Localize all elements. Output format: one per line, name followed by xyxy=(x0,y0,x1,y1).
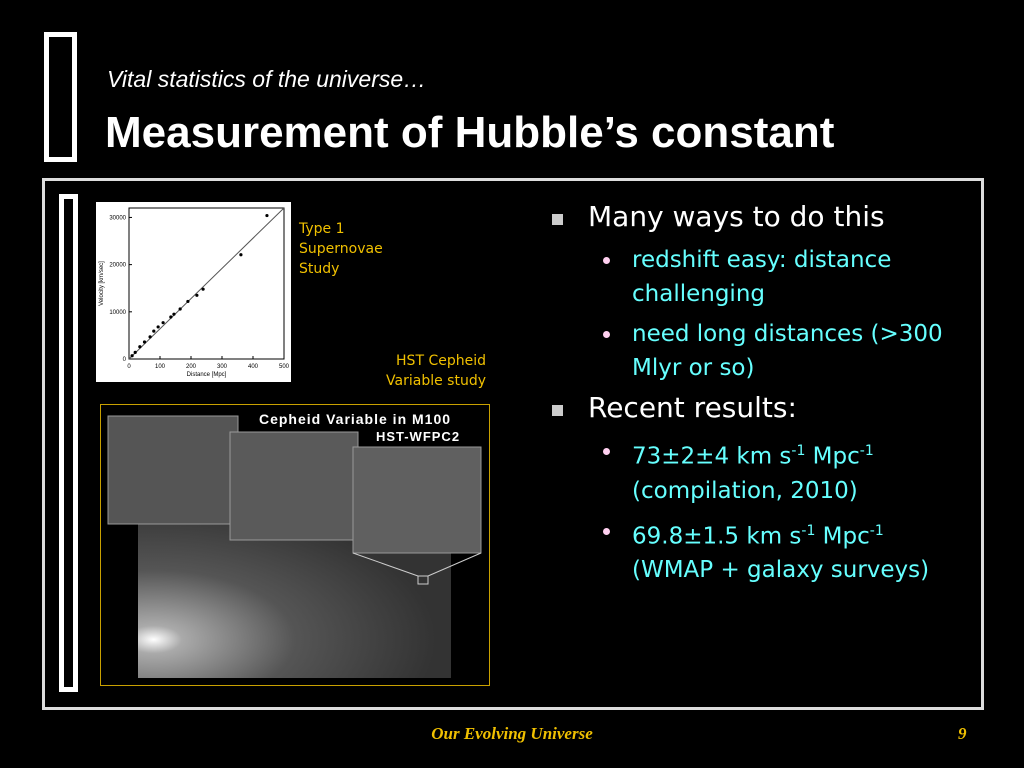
x-tick-label: 100 xyxy=(155,364,166,370)
text-segment: 73±2±4 km s xyxy=(632,443,792,470)
data-point xyxy=(142,340,147,344)
data-point xyxy=(201,287,205,291)
y-tick-label: 30000 xyxy=(109,215,126,221)
page-number: 9 xyxy=(958,724,967,743)
image-subtitle: HST-WFPC2 xyxy=(376,429,460,444)
text-segment: (compilation, 2010) xyxy=(632,477,858,504)
image-caption: HST Cepheid Variable study xyxy=(340,351,486,391)
bullet: Many ways to do this xyxy=(548,200,968,233)
sub-bullet: 69.8±1.5 km s-1 Mpc-1 (WMAP + galaxy sur… xyxy=(548,514,968,588)
bullet: Recent results: xyxy=(548,391,968,424)
cepheid-image: Cepheid Variable in M100 HST-WFPC2 xyxy=(100,404,490,686)
data-point xyxy=(156,325,160,329)
x-tick-label: 200 xyxy=(186,364,197,370)
bracket-icon xyxy=(44,32,77,162)
text-segment: 69.8±1.5 km s xyxy=(632,523,802,550)
field-image xyxy=(107,415,239,525)
data-point xyxy=(152,329,156,333)
data-point xyxy=(239,253,243,257)
caption-line: Variable study xyxy=(386,373,486,389)
subtitle: Vital statistics of the universe… xyxy=(107,66,427,92)
text-segment: (WMAP + galaxy surveys) xyxy=(632,557,930,584)
y-tick-label: 0 xyxy=(123,357,127,363)
field-image xyxy=(229,431,359,541)
y-axis-label: Velocity [km/sec] xyxy=(99,261,105,306)
plot-frame xyxy=(128,207,285,360)
hubble-plot: 0 100 200 300 400 500 0 10000 20000 30000 Distance… xyxy=(96,202,291,382)
bracket-icon xyxy=(59,194,78,692)
zoom-box xyxy=(417,575,429,585)
content-frame xyxy=(42,178,984,710)
data-point xyxy=(138,345,142,349)
data-point xyxy=(133,350,137,354)
caption-line: Supernovae xyxy=(299,241,383,257)
text-segment: redshift easy: distance challenging xyxy=(632,247,892,307)
data-point xyxy=(186,299,190,304)
data-point xyxy=(161,321,165,325)
field-image xyxy=(352,446,482,554)
sub-bullet: redshift easy: distance challenging xyxy=(548,243,968,311)
sub-bullet: 73±2±4 km s-1 Mpc-1 (compilation, 2010) xyxy=(548,434,968,508)
zoom-line xyxy=(352,552,419,577)
data-point xyxy=(265,213,269,218)
data-point xyxy=(130,354,134,358)
superscript: -1 xyxy=(869,522,884,539)
data-point xyxy=(172,312,176,316)
text-segment: need long distances (>300 Mlyr or so) xyxy=(632,321,943,381)
data-point xyxy=(148,335,152,339)
fit-line xyxy=(128,207,285,360)
zoom-line xyxy=(427,552,482,577)
footer: Our Evolving Universe xyxy=(431,724,593,743)
data-point xyxy=(195,293,199,297)
x-tick-label: 300 xyxy=(217,364,228,370)
data-point xyxy=(178,307,182,311)
x-tick-label: 500 xyxy=(279,364,290,370)
text-segment: Mpc xyxy=(815,523,870,550)
title: Measurement of Hubble’s constant xyxy=(105,108,835,157)
caption-line: Type 1 xyxy=(299,221,345,237)
superscript: -1 xyxy=(859,443,874,459)
superscript: -1 xyxy=(801,522,816,539)
superscript: -1 xyxy=(791,443,806,459)
text-segment: Mpc xyxy=(805,443,860,470)
caption-line: HST Cepheid xyxy=(396,353,486,369)
x-tick-label: 400 xyxy=(248,364,259,370)
data-point xyxy=(169,315,173,319)
sub-bullet: need long distances (>300 Mlyr or so) xyxy=(548,317,968,385)
plot-caption: Type 1 Supernovae Study xyxy=(299,219,383,279)
image-title: Cepheid Variable in M100 xyxy=(259,411,451,427)
x-axis-label: Distance [Mpc] xyxy=(187,372,227,378)
caption-line: Study xyxy=(299,261,340,277)
x-tick-label: 0 xyxy=(127,364,131,370)
bullet-list: Many ways to do this redshift easy: dista… xyxy=(548,200,968,593)
y-tick-label: 20000 xyxy=(109,263,126,269)
y-tick-label: 10000 xyxy=(109,310,126,316)
